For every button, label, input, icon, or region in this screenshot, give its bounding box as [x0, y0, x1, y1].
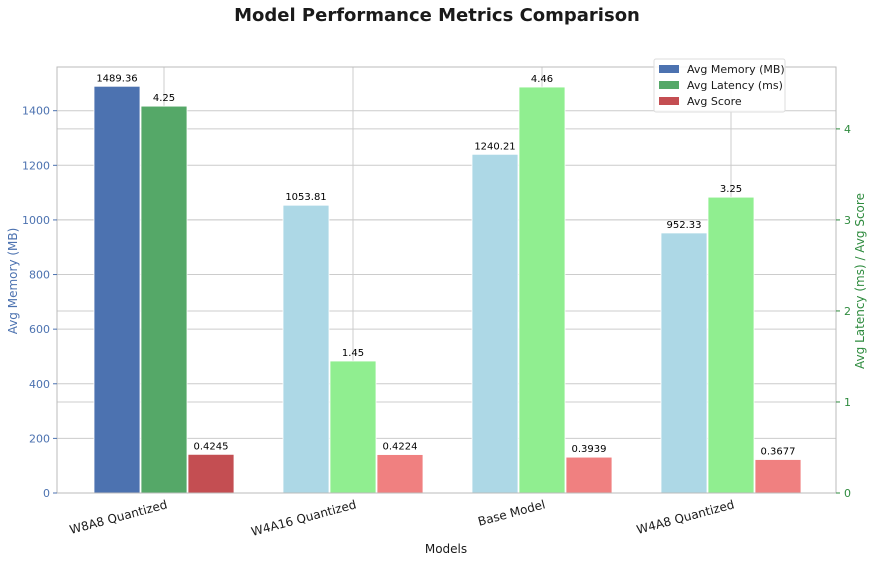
data-label: 0.3939 [572, 444, 607, 455]
bar-avg-latency-ms-1 [329, 360, 377, 494]
x-axis-label: Models [425, 542, 467, 556]
y-axis-left-label: Avg Memory (MB) [6, 228, 20, 335]
y-tick-label-right: 0 [844, 487, 851, 500]
data-label: 0.4224 [383, 442, 418, 453]
bar-avg-score-0 [187, 453, 235, 494]
bar-avg-score-2 [565, 456, 613, 494]
bar-avg-latency-ms-2 [518, 86, 566, 494]
y-tick-label-right: 4 [844, 123, 851, 136]
bar-avg-score-3 [754, 459, 802, 494]
legend: Avg Memory (MB) Avg Latency (ms) Avg Score [653, 58, 786, 113]
data-label: 1053.81 [285, 192, 326, 203]
y-axis-right-label: Avg Latency (ms) / Avg Score [853, 193, 867, 369]
y-tick-label-left: 1200 [22, 159, 50, 172]
x-tick-label: Base Model [476, 497, 546, 528]
x-tick-label: W4A8 Quantized [635, 497, 736, 537]
legend-entry: Avg Score [687, 95, 742, 108]
legend-entry: Avg Memory (MB) [687, 63, 785, 76]
chart-title: Model Performance Metrics Comparison [234, 5, 640, 26]
y-tick-label-left: 800 [29, 269, 50, 282]
bar-avg-memory-mb-3 [660, 232, 708, 494]
x-tick-label: W8A8 Quantized [68, 497, 169, 537]
data-label: 0.4245 [194, 441, 229, 452]
bar-avg-memory-mb-1 [282, 204, 330, 494]
bars: 1489.36 1053.81 1240.21 952.33 4.25 1.45 4.46 3… [93, 73, 802, 494]
y-tick-label-left: 0 [43, 487, 50, 500]
y-tick-label-right: 2 [844, 305, 851, 318]
y-tick-label-right: 3 [844, 214, 851, 227]
y-tick-label-left: 1400 [22, 105, 50, 118]
legend-entry: Avg Latency (ms) [687, 79, 783, 92]
data-label: 0.3677 [761, 447, 796, 458]
bar-avg-memory-mb-0 [93, 85, 141, 494]
bar-avg-latency-ms-0 [140, 105, 188, 494]
y-tick-label-left: 200 [29, 432, 50, 445]
data-label: 4.46 [531, 74, 553, 85]
bar-avg-score-1 [376, 454, 424, 494]
legend-swatch [659, 65, 679, 73]
y-tick-label-left: 400 [29, 378, 50, 391]
bar-avg-memory-mb-2 [471, 153, 519, 494]
legend-swatch [659, 97, 679, 105]
data-label: 1489.36 [96, 73, 137, 84]
data-label: 952.33 [667, 220, 702, 231]
data-label: 1.45 [342, 348, 364, 359]
y-tick-label-left: 600 [29, 323, 50, 336]
x-tick-label: W4A16 Quantized [250, 497, 358, 539]
y-tick-label-right: 1 [844, 396, 851, 409]
legend-swatch [659, 81, 679, 89]
data-label: 3.25 [720, 184, 742, 195]
data-label: 4.25 [153, 93, 175, 104]
bar-avg-latency-ms-3 [707, 196, 755, 494]
data-label: 1240.21 [474, 141, 515, 152]
plot-frame [56, 66, 837, 494]
legend-box [653, 58, 786, 113]
y-tick-label-left: 1000 [22, 214, 50, 227]
